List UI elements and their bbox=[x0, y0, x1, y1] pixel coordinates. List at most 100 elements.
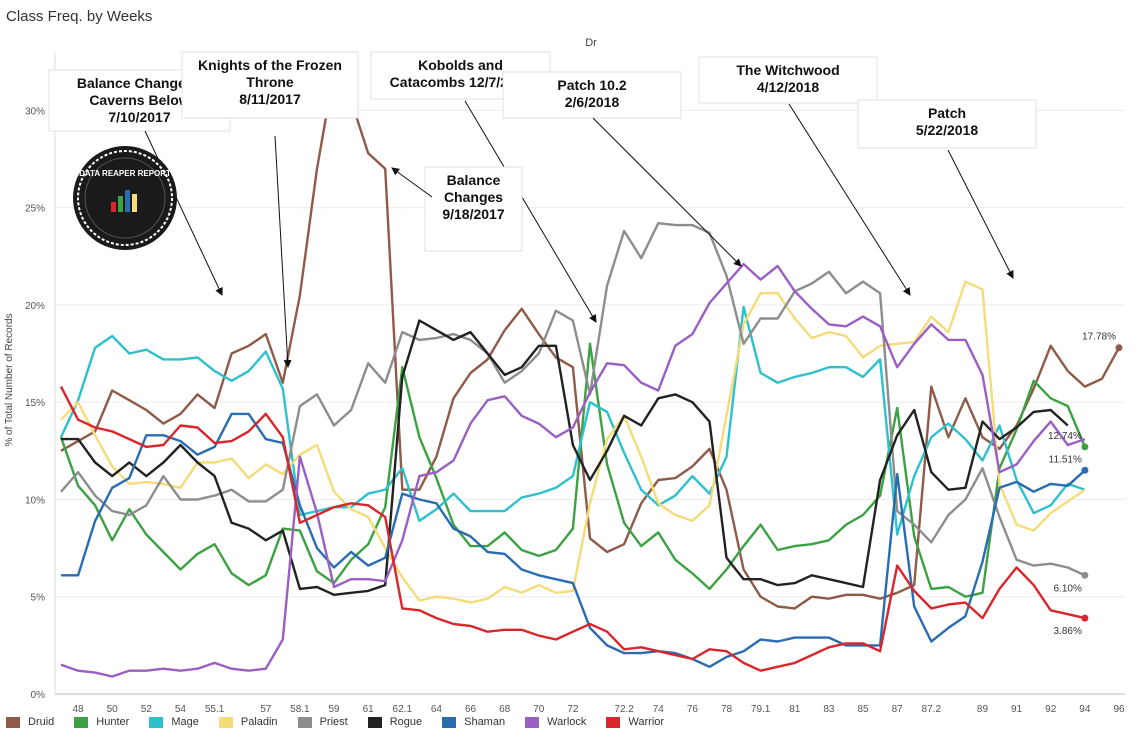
legend-swatch bbox=[367, 716, 382, 728]
series-line-mage bbox=[59, 305, 1086, 536]
legend-swatch bbox=[6, 716, 20, 728]
legend-label: Rogue bbox=[389, 716, 423, 728]
legend-item-shaman: Shaman bbox=[442, 716, 505, 728]
series-line-druid bbox=[60, 70, 1121, 610]
annotation-box bbox=[698, 56, 878, 104]
annotation-text: The Witchwood 4/12/2018 bbox=[736, 62, 839, 95]
y-tick-label: 25% bbox=[25, 204, 45, 215]
y-tick-label: 0% bbox=[31, 690, 46, 701]
x-tick-label: 58.1 bbox=[290, 704, 310, 712]
x-tick-label: 61 bbox=[363, 704, 375, 712]
end-point-priest bbox=[1081, 571, 1089, 579]
x-tick-label: 83 bbox=[823, 704, 835, 712]
annotation-text: Balance Changes 9/18/2017 bbox=[442, 172, 504, 222]
end-label-warrior: 3.86% bbox=[1054, 626, 1082, 637]
y-axis-ticks: 0% 5% 10% 15% 20% 25% 30% bbox=[25, 106, 45, 701]
legend-label: Hunter bbox=[96, 716, 130, 728]
x-tick-label: 91 bbox=[1011, 704, 1023, 712]
legend: Druid Hunter Mage Paladin Priest Rogue Shaman W… bbox=[6, 712, 684, 732]
series-end-labels: 17.78% 12.74% 6.10% 11.51% 3.86% bbox=[1048, 332, 1123, 637]
x-tick-label: 94 bbox=[1079, 704, 1091, 712]
x-tick-label: 96 bbox=[1113, 704, 1125, 712]
y-axis-label: % of Total Number of Records bbox=[4, 313, 15, 446]
legend-label: Warrior bbox=[628, 716, 665, 728]
x-tick-label: 87.2 bbox=[922, 704, 942, 712]
end-point-druid bbox=[1115, 344, 1123, 352]
legend-label: Warlock bbox=[547, 716, 587, 728]
annotation-text: Patch 10.2 2/6/2018 bbox=[557, 77, 626, 110]
series-line-priest bbox=[60, 221, 1086, 577]
legend-swatch bbox=[218, 716, 233, 728]
annotation-text: Balance Changes -Caverns Below 7/10/2017 bbox=[77, 75, 203, 125]
legend-item-hunter: Hunter bbox=[74, 716, 129, 728]
x-tick-label: 59 bbox=[328, 704, 340, 712]
annotation-arrow bbox=[788, 103, 911, 296]
y-tick-label: 15% bbox=[25, 398, 45, 409]
series-line-warrior bbox=[59, 386, 1086, 672]
annotation-box bbox=[424, 166, 523, 252]
y-tick-label: 5% bbox=[31, 593, 46, 604]
legend-item-warlock: Warlock bbox=[525, 716, 586, 728]
series-line-rogue bbox=[61, 319, 1069, 596]
legend-swatch bbox=[606, 716, 621, 728]
series-line-hunter bbox=[59, 342, 1087, 598]
chart-title: Class Freq. by Weeks bbox=[6, 8, 153, 25]
x-axis-ticks: 48 50 52 54 55.1 57 58.1 59 61 62.1 64 66 68 70 72 72.2… bbox=[73, 704, 1125, 712]
y-tick-label: 30% bbox=[25, 106, 45, 117]
x-tick-label: 62.1 bbox=[393, 704, 413, 712]
series-line-warlock bbox=[60, 262, 1086, 678]
series-lines bbox=[59, 70, 1121, 678]
end-point-warrior bbox=[1081, 614, 1089, 622]
legend-item-rogue: Rogue bbox=[367, 716, 423, 728]
legend-label: Paladin bbox=[240, 716, 278, 728]
logo-text: DATA REAPER REPORT bbox=[79, 169, 171, 178]
x-tick-label: 85 bbox=[857, 704, 869, 712]
legend-item-warrior: Warrior bbox=[606, 716, 664, 728]
annotation-arrow bbox=[592, 117, 742, 267]
x-tick-label: 55.1 bbox=[205, 704, 225, 712]
legend-swatch bbox=[442, 716, 457, 728]
annotation-box bbox=[857, 99, 1037, 149]
x-tick-label: 72.2 bbox=[614, 704, 634, 712]
x-tick-label: 79.1 bbox=[751, 704, 771, 712]
series-line-shaman bbox=[61, 412, 1086, 668]
end-label-hunter: 12.74% bbox=[1048, 431, 1082, 442]
end-label-shaman: 11.51% bbox=[1049, 454, 1082, 465]
annotation-arrow bbox=[464, 100, 597, 323]
legend-item-druid: Druid bbox=[6, 716, 54, 728]
x-tick-label: 66 bbox=[465, 704, 477, 712]
legend-label: Mage bbox=[171, 716, 199, 728]
legend-item-mage: Mage bbox=[149, 716, 199, 728]
annotation-text: Kobolds and Catacombs 12/7/2017 bbox=[390, 57, 532, 90]
x-tick-label: 50 bbox=[107, 704, 119, 712]
x-tick-label: 92 bbox=[1045, 704, 1057, 712]
legend-swatch bbox=[297, 716, 312, 728]
logo: DATA REAPER REPORT bbox=[73, 146, 177, 250]
x-tick-label: 76 bbox=[687, 704, 699, 712]
x-tick-label: 74 bbox=[653, 704, 665, 712]
x-tick-label: 64 bbox=[431, 704, 443, 712]
legend-swatch bbox=[149, 716, 164, 728]
legend-label: Shaman bbox=[464, 716, 506, 728]
x-tick-label: 54 bbox=[175, 704, 187, 712]
x-tick-label: 81 bbox=[789, 704, 801, 712]
x-tick-label: 89 bbox=[977, 704, 989, 712]
series-line-paladin bbox=[60, 280, 1086, 604]
x-tick-label: 52 bbox=[141, 704, 153, 712]
legend-swatch bbox=[525, 716, 540, 728]
legend-item-priest: Priest bbox=[297, 716, 348, 728]
end-label-druid: 17.78% bbox=[1082, 332, 1116, 343]
end-label-priest: 6.10% bbox=[1054, 583, 1082, 594]
x-tick-label: 72 bbox=[567, 704, 579, 712]
line-chart: Dr % of Total Number of Records 0% 5% 10% 1… bbox=[4, 37, 1125, 712]
legend-item-paladin: Paladin bbox=[218, 716, 278, 728]
legend-label: Priest bbox=[319, 716, 348, 728]
x-tick-label: 78 bbox=[721, 704, 733, 712]
x-tick-label: 87 bbox=[892, 704, 904, 712]
annotations: Balance Changes -Caverns Below 7/10/2017K… bbox=[48, 51, 1037, 368]
x-tick-label: 68 bbox=[499, 704, 511, 712]
annotation-box bbox=[181, 51, 359, 119]
end-point-hunter bbox=[1081, 443, 1089, 451]
y-tick-label: 10% bbox=[25, 495, 45, 506]
annotation-text: Knights of the Frozen Throne 8/11/2017 bbox=[198, 57, 342, 107]
